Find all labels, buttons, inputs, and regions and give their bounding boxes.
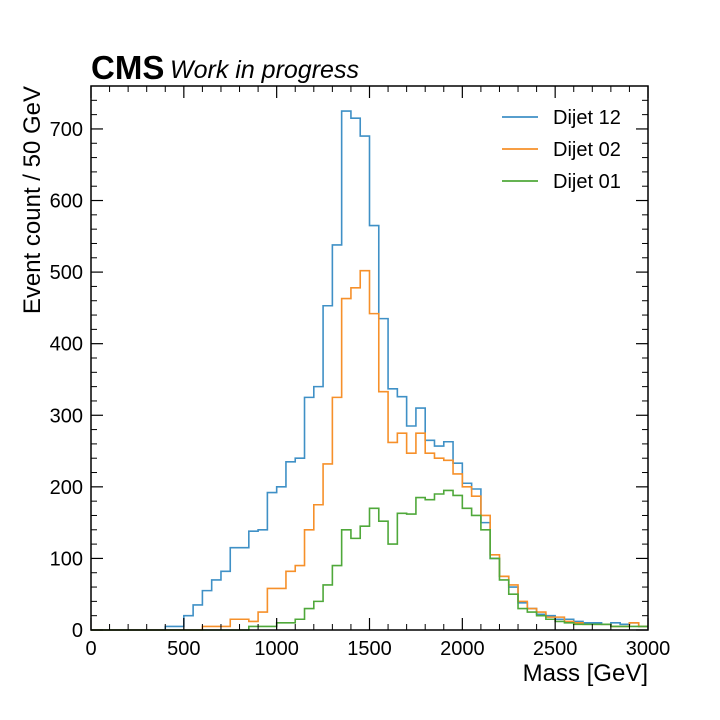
x-tick-label: 2500 [533, 638, 578, 660]
x-tick-label: 0 [85, 638, 96, 660]
series-line-1 [91, 269, 648, 631]
y-tick-label: 600 [50, 191, 83, 213]
y-tick-label: 300 [50, 405, 83, 427]
legend-label: Dijet 01 [553, 171, 621, 193]
y-tick-label: 500 [50, 262, 83, 284]
y-tick-label: 400 [50, 334, 83, 356]
y-tick-label: 200 [50, 477, 83, 499]
y-tick-label: 0 [72, 620, 83, 642]
y-tick-label: 100 [50, 548, 83, 570]
series-line-2 [91, 489, 648, 631]
x-tick-label: 3000 [626, 638, 671, 660]
x-tick-label: 1500 [347, 638, 392, 660]
x-axis-label: Mass [GeV] [523, 660, 648, 687]
axis-ticks: 0 500 1000 1500 2000 2500 3000 0 100 200 300 400 500… [50, 85, 671, 660]
plot-frame [90, 85, 649, 631]
y-axis-label: Event count / 50 GeV [19, 86, 46, 314]
series-line-0 [91, 110, 648, 631]
y-tick-label: 700 [50, 119, 83, 141]
experiment-label: CMS [91, 49, 164, 86]
x-tick-label: 2000 [440, 638, 485, 660]
legend-label: Dijet 12 [553, 107, 621, 129]
x-tick-label: 500 [167, 638, 200, 660]
x-tick-label: 1000 [254, 638, 299, 660]
status-label: Work in progress [170, 56, 359, 84]
legend-label: Dijet 02 [553, 139, 621, 161]
legend: Dijet 12 Dijet 02 Dijet 01 [502, 107, 621, 193]
